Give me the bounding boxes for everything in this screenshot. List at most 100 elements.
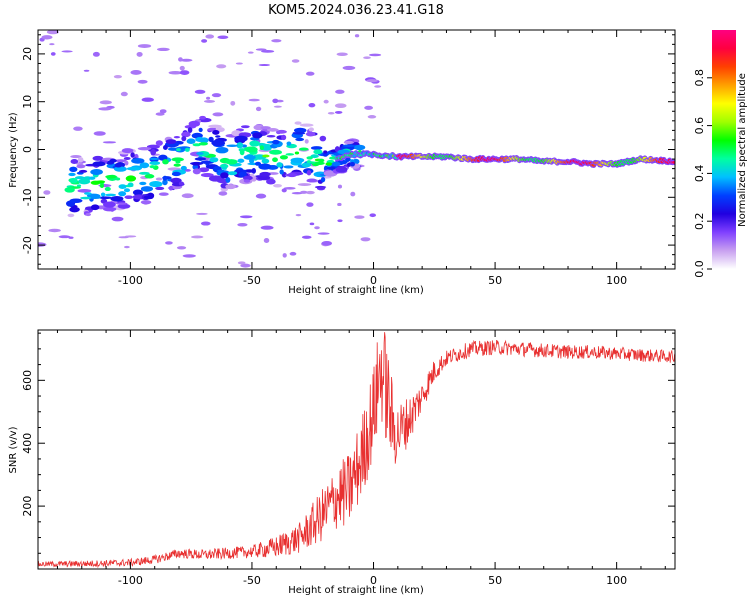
- snr-x-tick-label: 0: [370, 574, 377, 587]
- spectrogram-noise-blob: [258, 63, 271, 67]
- spectrogram-blob: [243, 154, 256, 160]
- spectrogram-blob: [310, 146, 323, 150]
- snr-frame: [37, 329, 676, 570]
- spectrogram-blob: [186, 138, 196, 144]
- spectrogram-noise-blob: [305, 71, 315, 76]
- spectrogram-blob: [236, 142, 244, 149]
- spectrogram-blob: [253, 124, 265, 131]
- spectrogram-blob: [225, 177, 231, 183]
- spectrogram-blob: [322, 152, 328, 157]
- snr-x-tick-label: 50: [488, 574, 502, 587]
- spectrogram-blob: [90, 204, 100, 211]
- spectrogram-blob: [285, 153, 295, 156]
- spectrogram-y-tick-label: 0: [21, 146, 34, 153]
- spectrogram-blob: [113, 166, 127, 172]
- spectrogram-blob: [118, 191, 127, 197]
- spectrogram-marks: [38, 30, 675, 268]
- spectrogram-noise-blob: [176, 246, 187, 250]
- spectrogram-blob: [294, 151, 300, 155]
- colorbar-tick-label: 0.8: [693, 69, 706, 87]
- spectrogram-blob: [176, 148, 181, 152]
- spectrogram-blob: [155, 140, 163, 146]
- spectrogram-ridge-mark: [672, 160, 675, 164]
- spectrogram-blob: [178, 181, 185, 186]
- spectrogram-blob: [279, 155, 289, 160]
- spectrogram-blob: [104, 186, 111, 192]
- spectrogram-x-ticks: -100 -50 0 50 100: [56, 30, 666, 287]
- snr-series-line: [38, 332, 675, 569]
- spectrogram-noise-blob: [211, 93, 222, 98]
- spectrogram-noise-blob: [260, 225, 274, 230]
- spectrogram-noise-blob: [273, 105, 282, 108]
- spectrogram-noise-blob: [334, 103, 347, 109]
- spectrogram-blob: [88, 176, 96, 180]
- spectrogram-blob: [98, 196, 112, 200]
- colorbar-tick-label: 0.2: [693, 212, 706, 230]
- spectrogram-noise-blob: [46, 30, 59, 35]
- spectrogram-y-tick-label: 20: [21, 47, 34, 61]
- spectrogram-blob: [163, 144, 168, 150]
- spectrogram-noise-blob: [70, 155, 82, 159]
- spectrogram-blob: [272, 139, 280, 145]
- spectrogram-noise-blob: [321, 240, 333, 246]
- spectrogram-blob: [227, 171, 238, 176]
- spectrogram-blob: [269, 149, 283, 155]
- spectrogram-noise-blob: [181, 193, 194, 199]
- spectrogram-blob: [126, 166, 141, 171]
- spectrogram-noise-blob: [263, 237, 270, 243]
- spectrogram-blob: [162, 175, 168, 181]
- spectrogram-blob: [187, 127, 193, 133]
- spectrogram-blob: [308, 127, 314, 132]
- spectrogram-blob: [80, 196, 92, 200]
- spectrogram-blob: [234, 135, 248, 142]
- spectrogram-blob: [162, 179, 168, 186]
- spectrogram-blob: [240, 125, 250, 129]
- spectrogram-noise-blob: [155, 177, 163, 181]
- spectrogram-blob: [305, 131, 316, 137]
- spectrogram-blob: [84, 192, 92, 195]
- colorbar-label: Normalized spectral amplitude: [737, 73, 748, 227]
- spectrogram-noise-blob: [317, 232, 330, 235]
- spectrogram-blob: [225, 159, 238, 165]
- spectrogram-blob: [326, 166, 336, 170]
- colorbar: 0.0 0.2 0.4 0.6 0.8 Normalized spectral ampl…: [693, 30, 748, 278]
- spectrogram-blob: [319, 135, 327, 142]
- spectrogram-blob: [173, 163, 181, 167]
- spectrogram-noise-blob: [305, 190, 315, 195]
- spectrogram-blob: [238, 171, 247, 178]
- spectrogram-blob: [125, 175, 137, 182]
- spectrogram-noise-blob: [48, 228, 61, 233]
- spectrogram-blob: [69, 198, 83, 203]
- spectrogram-noise-blob: [309, 222, 315, 226]
- colorbar-tick-label: 0.6: [693, 117, 706, 135]
- spectrogram-blob: [103, 201, 116, 208]
- spectrogram-blob: [331, 161, 341, 167]
- spectrogram-noise-blob: [304, 139, 309, 144]
- spectrogram-blob: [208, 175, 223, 182]
- spectrogram-noise-blob: [217, 35, 229, 40]
- spectrogram-blob: [266, 128, 279, 132]
- spectrogram-noise-blob: [218, 191, 228, 196]
- spectrogram-blob: [105, 193, 117, 197]
- spectrogram-blob: [298, 147, 309, 151]
- spectrogram-noise-blob: [49, 43, 55, 46]
- spectrogram-blob: [258, 163, 272, 170]
- spectrogram-blob: [137, 146, 152, 151]
- figure-title: KOM5.2024.036.23.41.G18: [268, 3, 444, 18]
- spectrogram-noise-blob: [248, 98, 260, 102]
- spectrogram-noise-blob: [190, 235, 204, 239]
- spectrogram-noise-blob: [114, 159, 127, 163]
- spectrogram-blob: [191, 162, 200, 166]
- spectrogram-noise-blob: [272, 98, 279, 104]
- spectrogram-noise-blob: [350, 191, 356, 197]
- spectrogram-noise-blob: [335, 89, 345, 94]
- spectrogram-blob: [354, 144, 366, 151]
- spectrogram-noise-blob: [239, 215, 253, 219]
- spectrogram-noise-blob: [196, 212, 208, 215]
- spectrogram-noise-blob: [308, 102, 316, 108]
- spectrogram-noise-blob: [363, 56, 371, 60]
- colorbar-ticks: 0.0 0.2 0.4 0.6 0.8: [693, 69, 712, 278]
- spectrogram-blob: [306, 156, 313, 160]
- spectrogram-blob: [78, 169, 88, 173]
